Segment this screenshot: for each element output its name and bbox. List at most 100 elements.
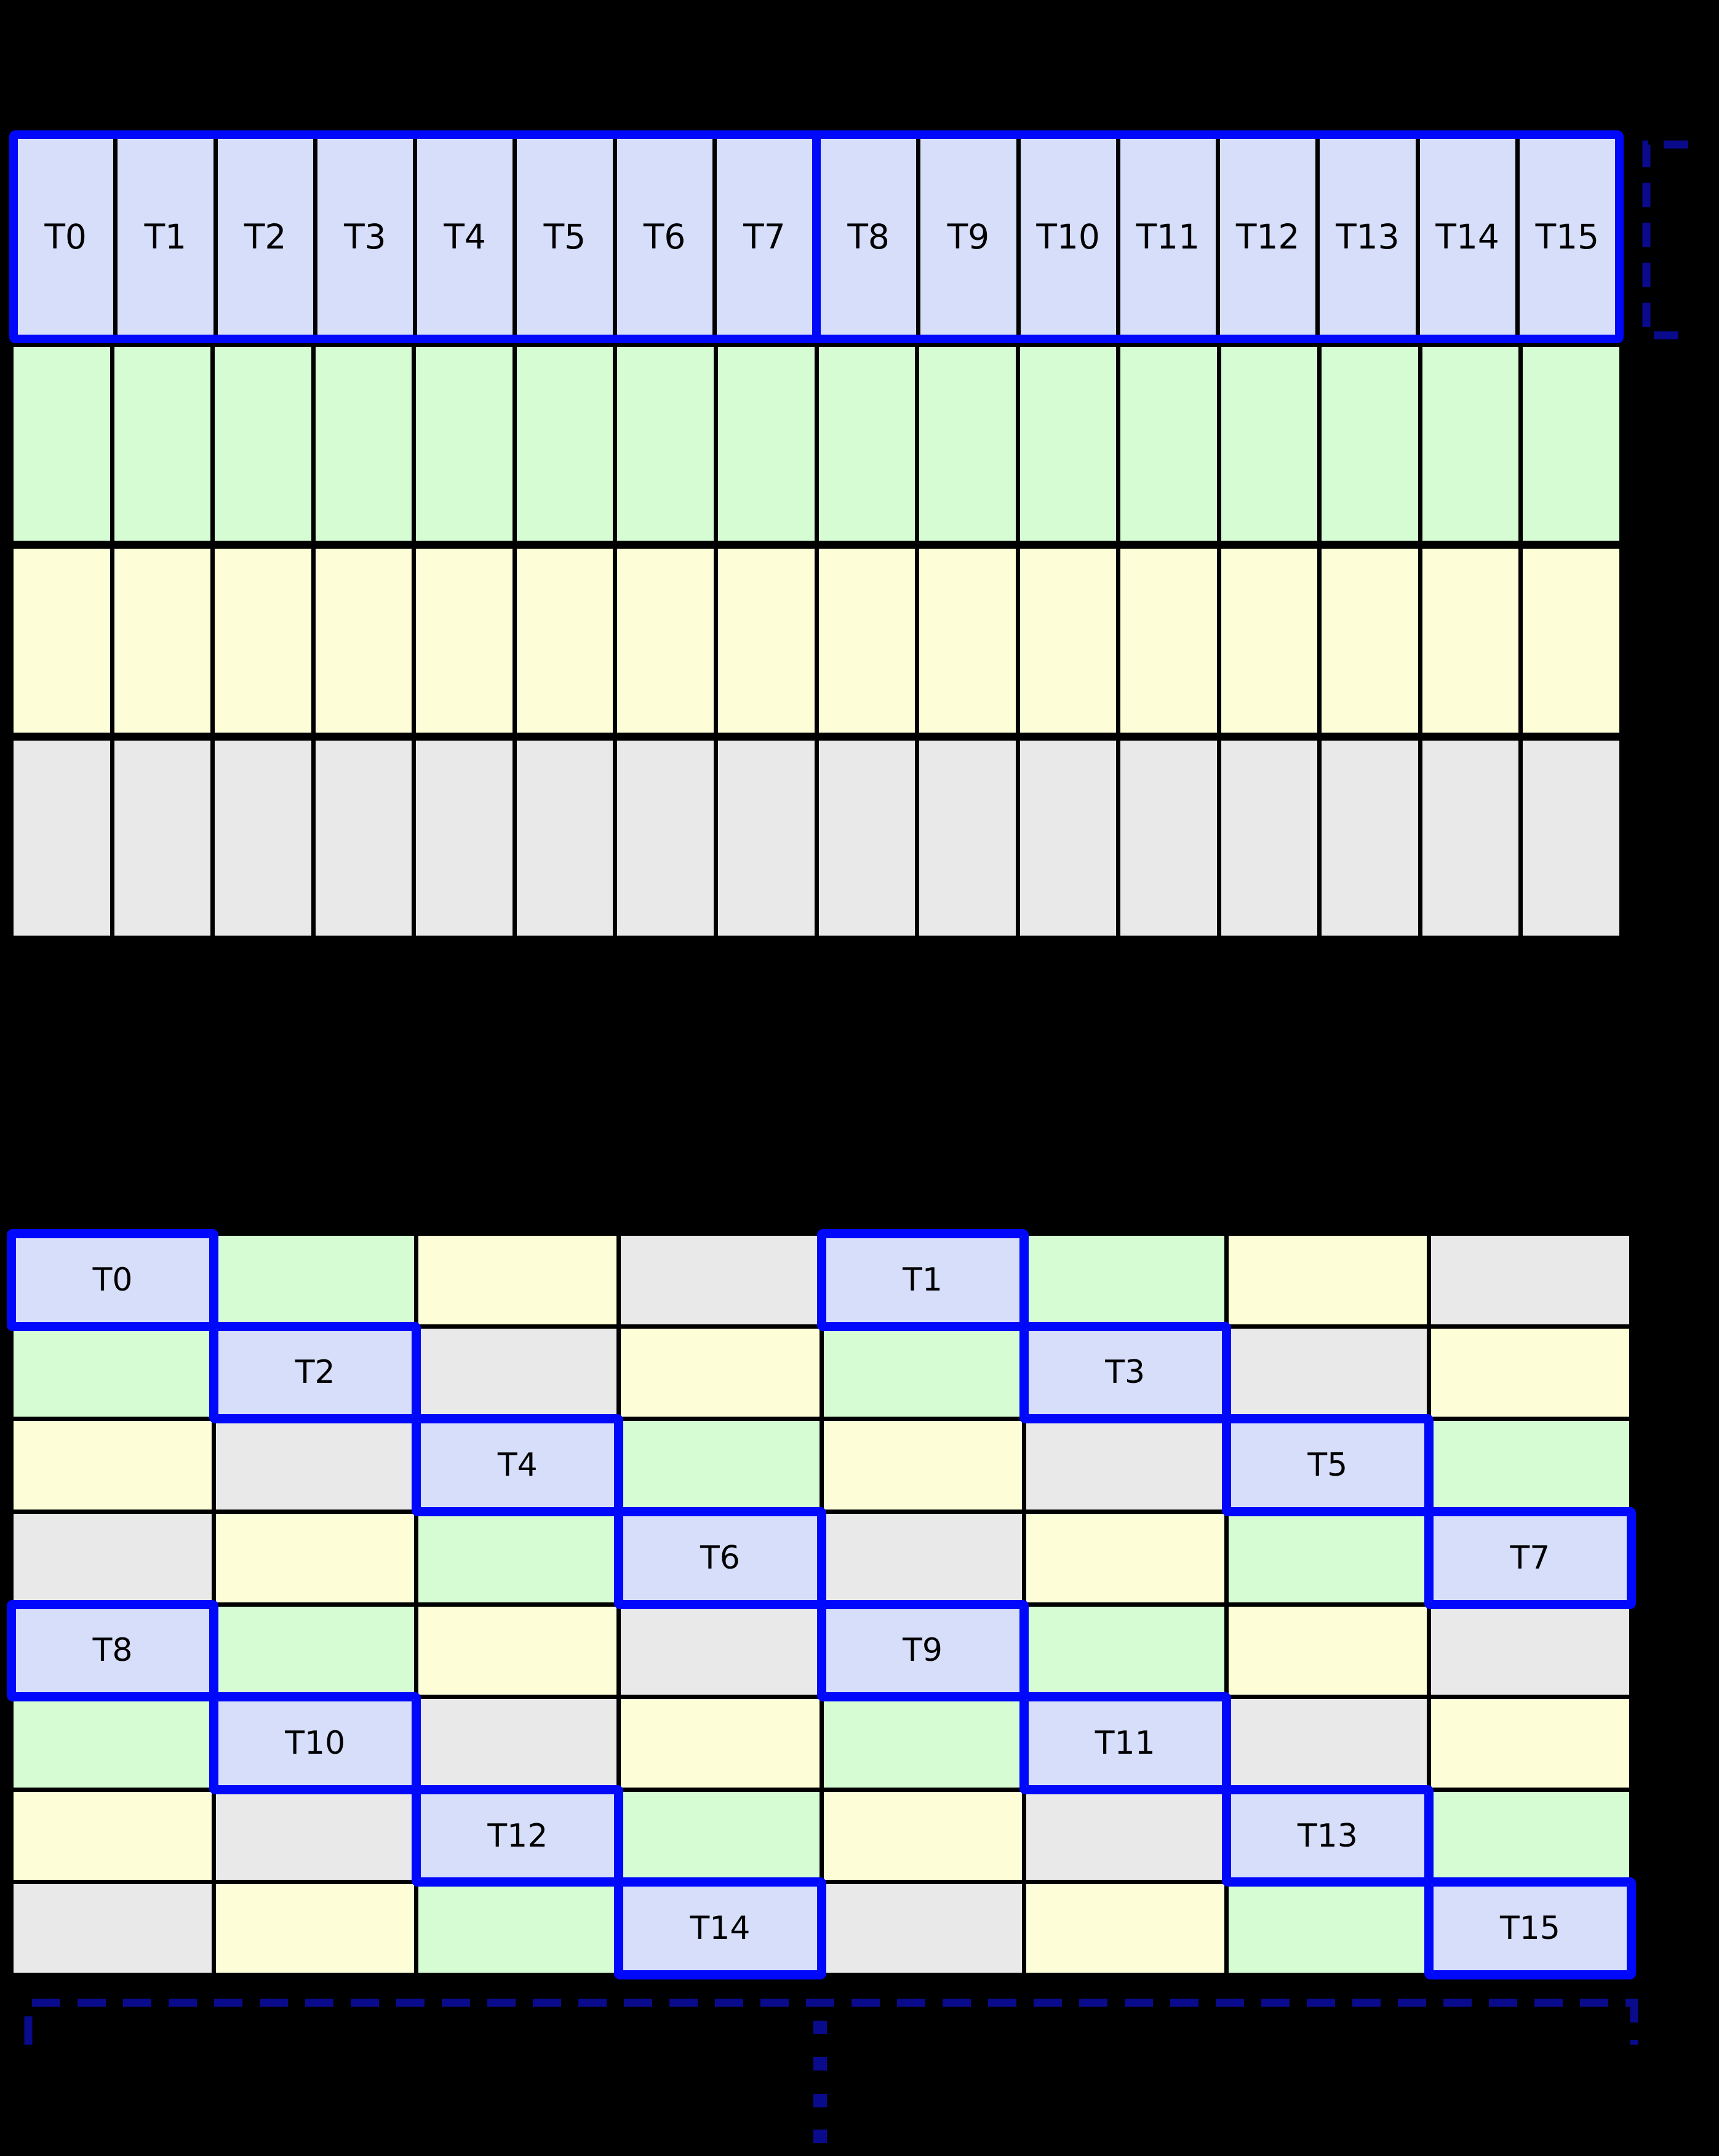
bank-cell-r2-c1: [216, 1421, 415, 1510]
bank-thread-cell-T12: T12: [418, 1791, 617, 1880]
memory-cell: [1518, 549, 1619, 733]
memory-cell: [814, 549, 915, 733]
memory-cell: [210, 741, 311, 936]
bank-thread-cell-T6: T6: [621, 1513, 820, 1602]
bank-cell-r3-c1: [216, 1513, 415, 1602]
warp-thread-row: T0 T1 T2 T3 T4 T5 T6 T7 T8 T9 T10 T11 T12 T13 T14 T15: [9, 130, 1624, 343]
bank-cell-r5-c6: [1228, 1699, 1427, 1788]
memory-cell: [1418, 549, 1519, 733]
bank-cell-r7-c2: [418, 1884, 617, 1973]
bank-cell-r7-c1: [216, 1884, 415, 1973]
memory-cell: [412, 741, 513, 936]
bank-cell-r1-c0: [14, 1328, 212, 1417]
memory-cell: [110, 347, 211, 541]
memory-cell: [512, 549, 613, 733]
bank-thread-cell-T14: T14: [621, 1884, 820, 1973]
bank-cell-r4-c7: [1430, 1606, 1629, 1695]
bank-cell-r7-c5: [1026, 1884, 1224, 1973]
vertical-ellipsis-icon: [813, 2021, 827, 2143]
memory-cell: [613, 741, 714, 936]
memory-cell: [311, 741, 412, 936]
bank-cell-r4-c2: [418, 1606, 617, 1695]
bank-cell-r3-c2: [418, 1513, 617, 1602]
bank-cell-r6-c7: [1430, 1791, 1629, 1880]
bank-thread-cell-T3: T3: [1026, 1328, 1224, 1417]
memory-cell: [110, 741, 211, 936]
memory-cell: [1317, 347, 1418, 541]
memory-cell: [1317, 741, 1418, 936]
memory-cell: [110, 549, 211, 733]
bank-grid: T0 T1 T2 T3 T4 T5 T6 T7 T8 T9 T10 T11 T12 T13 T14 T15: [9, 1231, 1633, 1977]
warp-thread-cell-T12: T12: [1216, 139, 1316, 335]
bank-cell-r0-c1: [216, 1236, 415, 1324]
warp-thread-cell-T11: T11: [1115, 139, 1216, 335]
memory-cell: [1015, 347, 1117, 541]
bank-cell-r3-c5: [1026, 1513, 1224, 1602]
warp-grid: T0 T1 T2 T3 T4 T5 T6 T7 T8 T9 T10 T11 T12 T13 T14 T15: [9, 130, 1624, 940]
memory-cell: [210, 549, 311, 733]
bank-cell-r3-c4: [823, 1513, 1022, 1602]
bank-cell-r5-c2: [418, 1699, 617, 1788]
memory-row-1: [9, 343, 1624, 545]
bank-thread-cell-T2: T2: [216, 1328, 415, 1417]
bank-cell-r6-c3: [621, 1791, 820, 1880]
memory-cell: [713, 741, 815, 936]
warp-thread-cell-T13: T13: [1315, 139, 1416, 335]
bank-cell-r4-c5: [1026, 1606, 1224, 1695]
memory-cell: [1015, 741, 1117, 936]
bank-cell-r0-c2: [418, 1236, 617, 1324]
memory-cell: [915, 741, 1016, 936]
bank-grid-bottom-bracket-icon: [24, 1999, 1638, 2045]
bank-cell-r1-c2: [418, 1328, 617, 1417]
warp-thread-cell-T4: T4: [413, 139, 513, 335]
memory-cell: [1015, 549, 1117, 733]
bank-thread-cell-T9: T9: [823, 1606, 1022, 1695]
memory-cell: [713, 549, 815, 733]
memory-cell: [311, 347, 412, 541]
bank-cell-r2-c5: [1026, 1421, 1224, 1510]
warp-thread-cell-T5: T5: [513, 139, 613, 335]
warp-thread-cell-T10: T10: [1016, 139, 1116, 335]
memory-cell: [613, 347, 714, 541]
bank-thread-cell-T11: T11: [1026, 1699, 1224, 1788]
bank-cell-r2-c7: [1430, 1421, 1629, 1510]
memory-cell: [1518, 347, 1619, 541]
memory-cell: [1518, 741, 1619, 936]
memory-cell: [915, 347, 1016, 541]
memory-cell: [1216, 347, 1318, 541]
bank-cell-r1-c7: [1430, 1328, 1629, 1417]
warp-thread-cell-T2: T2: [213, 139, 313, 335]
bank-thread-cell-T0: T0: [14, 1236, 212, 1324]
memory-cell: [613, 549, 714, 733]
memory-cell: [1116, 741, 1217, 936]
bank-cell-r7-c4: [823, 1884, 1022, 1973]
bank-thread-cell-T8: T8: [14, 1606, 212, 1695]
memory-cell: [14, 347, 110, 541]
warp-thread-cell-T15: T15: [1515, 139, 1615, 335]
bank-thread-cell-T4: T4: [418, 1421, 617, 1510]
bank-cell-r6-c5: [1026, 1791, 1224, 1880]
memory-row-3: [9, 737, 1624, 940]
bank-cell-r7-c6: [1228, 1884, 1427, 1973]
memory-cell: [1116, 549, 1217, 733]
bank-cell-r2-c0: [14, 1421, 212, 1510]
bank-cell-r1-c3: [621, 1328, 820, 1417]
warp-thread-cell-T8: T8: [812, 139, 917, 335]
bank-thread-cell-T10: T10: [216, 1699, 415, 1788]
bank-cell-r1-c6: [1228, 1328, 1427, 1417]
half-warp-row-bracket-icon: [1642, 140, 1691, 340]
bank-thread-cell-T1: T1: [823, 1236, 1022, 1324]
memory-cell: [210, 347, 311, 541]
memory-cell: [1116, 347, 1217, 541]
bank-cell-r5-c7: [1430, 1699, 1629, 1788]
bank-cell-r5-c0: [14, 1699, 212, 1788]
warp-thread-cell-T3: T3: [313, 139, 413, 335]
memory-cell: [713, 347, 815, 541]
memory-cell: [1317, 549, 1418, 733]
bank-thread-cell-T13: T13: [1228, 1791, 1427, 1880]
memory-cell: [1418, 741, 1519, 936]
memory-cell: [14, 741, 110, 936]
bank-cell-r6-c1: [216, 1791, 415, 1880]
memory-cell: [814, 347, 915, 541]
